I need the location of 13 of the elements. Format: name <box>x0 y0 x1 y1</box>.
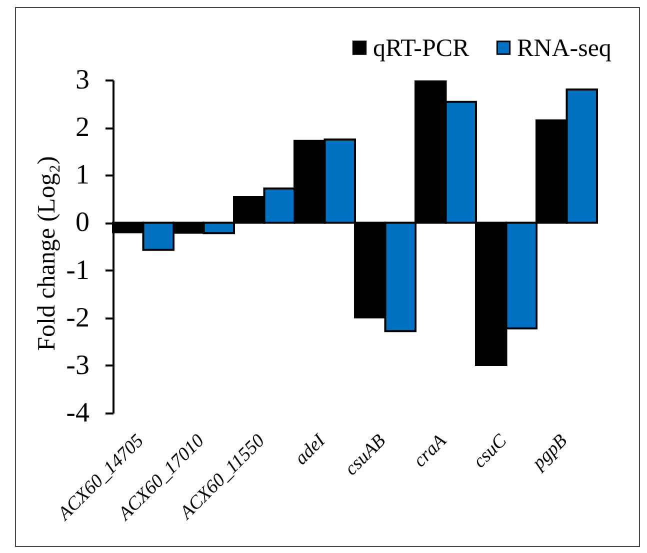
x-tick-label: adeI <box>290 429 331 470</box>
y-tick-label: -3 <box>66 350 90 381</box>
y-tick-label: -4 <box>66 398 90 428</box>
y-tick-label: -2 <box>66 302 90 334</box>
y-axis-title: Fold change (Log₂) <box>34 156 60 351</box>
y-tick-label: 3 <box>76 64 90 96</box>
y-tick-label: 2 <box>76 112 90 144</box>
y-tick-label: -1 <box>66 254 90 286</box>
y-tick-label: 1 <box>76 160 90 191</box>
x-tick-label: craA <box>410 430 451 472</box>
legend-label: qRT-PCR <box>373 34 470 62</box>
y-tick-label: 0 <box>76 207 90 238</box>
legend-label: RNA-seq <box>517 34 612 62</box>
